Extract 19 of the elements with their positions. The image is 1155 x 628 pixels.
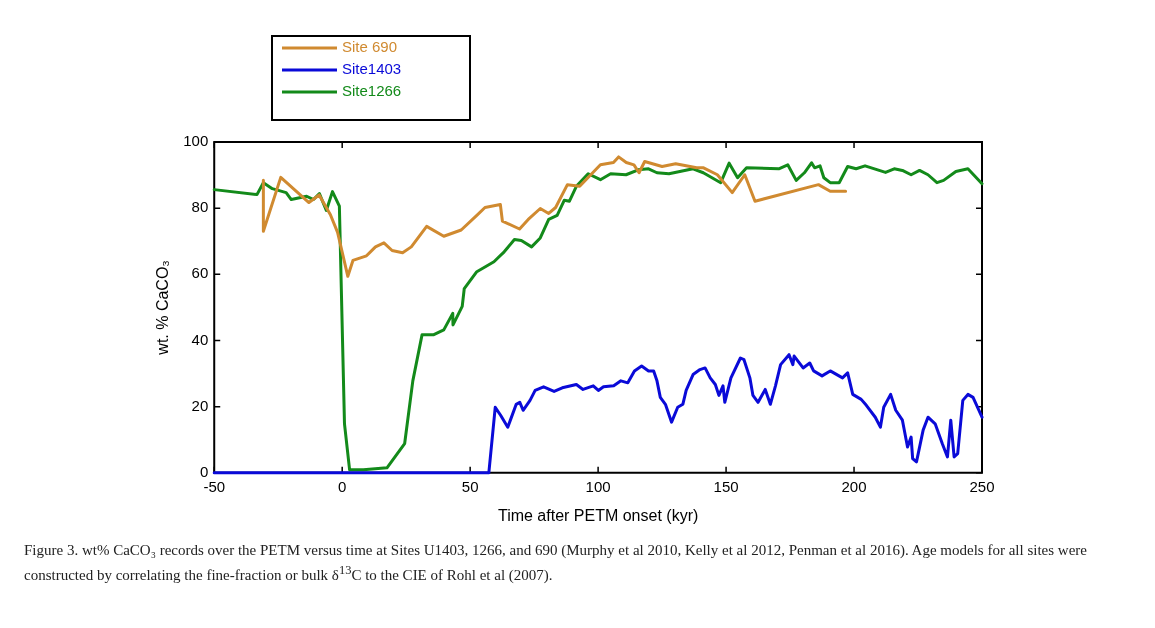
y-tick-label: 0 [199, 462, 209, 480]
x-tick-label: 250 [969, 477, 995, 495]
legend-label: Site1403 [342, 60, 402, 78]
x-tick-label: 50 [461, 477, 479, 495]
y-axis-title: wt. % CaCO₃ [154, 260, 172, 356]
y-tick-label: 100 [183, 132, 209, 150]
x-tick-label: 100 [585, 477, 611, 495]
x-tick-label: 200 [841, 477, 867, 495]
y-tick-label: 40 [191, 330, 209, 348]
caption: Figure 3. wt% CaCO₃ records over the PETM versus time at Sites U1403, 1266, and 690 (Murphy et al 2010, Kelly et al 2012, Penman et al 2016). Age models for all sites were constructed by correlating the fine-fraction or bulk δ$^{13}$C to the CIE of Rohl et al (2007). [24, 541, 1088, 585]
legend-label: Site1266 [342, 82, 402, 100]
x-tick-label: 0 [338, 477, 347, 495]
y-tick-label: 60 [191, 264, 209, 282]
y-tick-label: 80 [191, 198, 209, 216]
y-tick-label: 20 [191, 396, 209, 414]
x-tick-label: -50 [203, 477, 226, 495]
legend-label: Site 690 [342, 38, 398, 56]
x-tick-label: 150 [713, 477, 739, 495]
x-axis-title: Time after PETM onset (kyr) [497, 506, 699, 524]
